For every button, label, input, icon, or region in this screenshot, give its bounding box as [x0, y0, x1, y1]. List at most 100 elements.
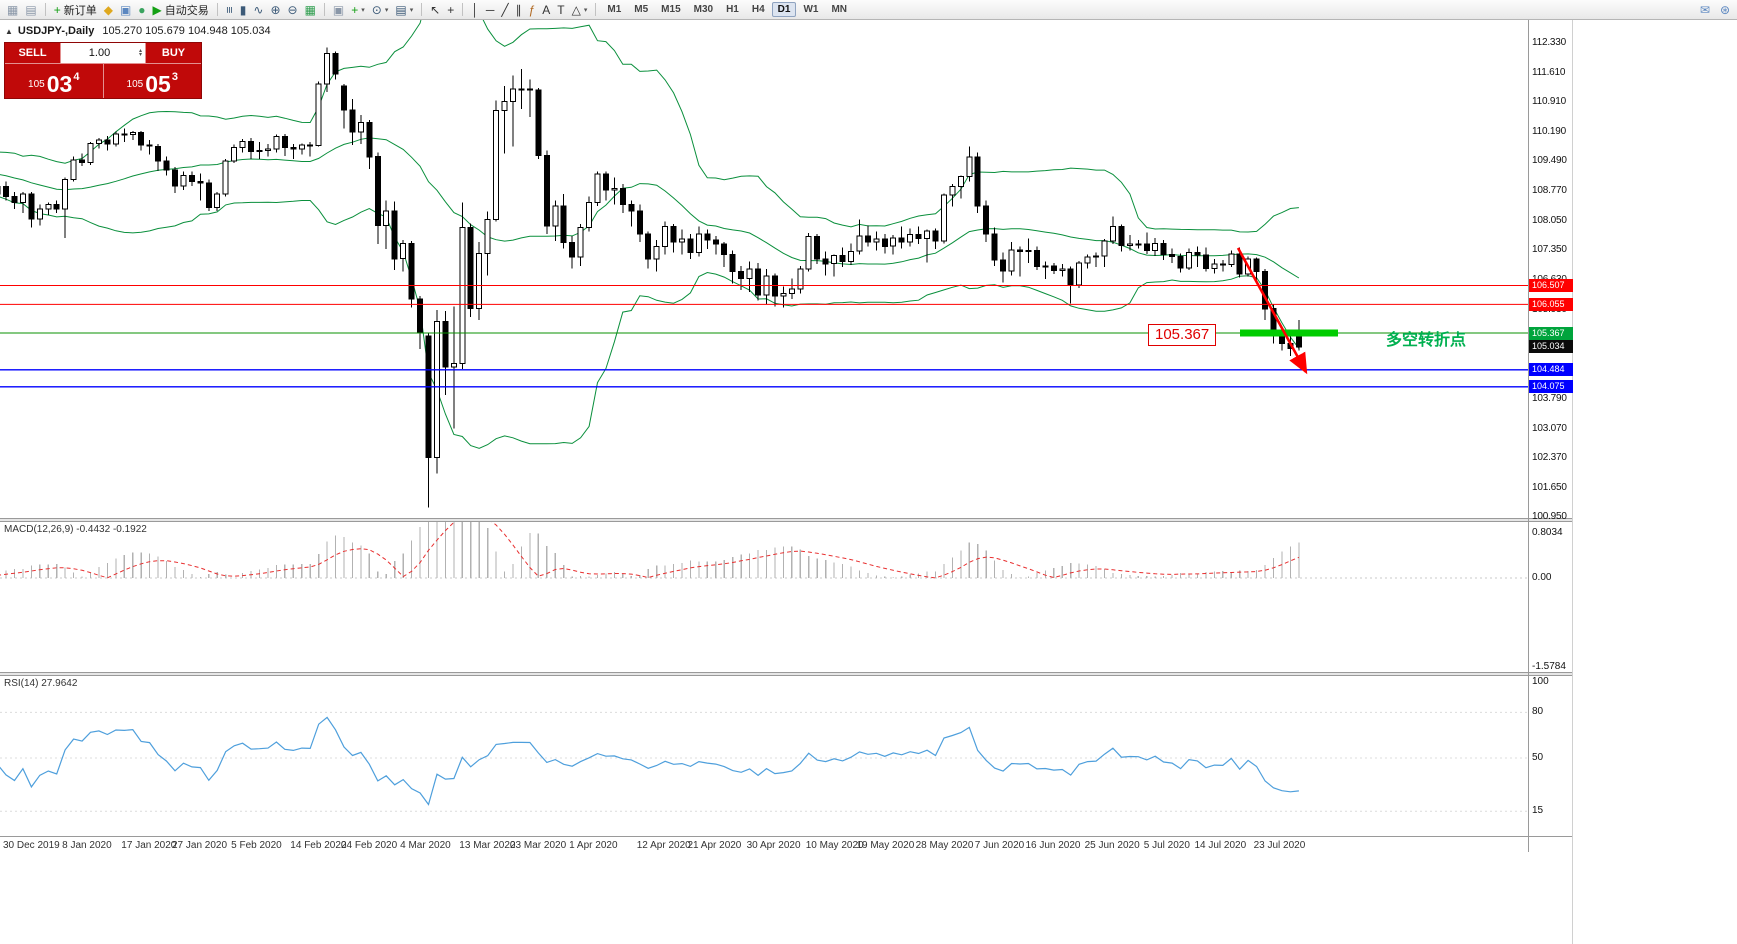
level-price-tag: 105.367: [1529, 326, 1573, 340]
ohlc-bars-icon[interactable]: ≡: [222, 1, 236, 19]
autotrading-button[interactable]: ▶ 自动交易: [150, 1, 212, 19]
date-axis-label: 5 Jul 2020: [1143, 840, 1190, 851]
price-axis-label: 112.330: [1532, 37, 1567, 48]
search-icon-glyph: ⊛: [1719, 2, 1730, 17]
toolbar-separator: [421, 3, 423, 16]
indicators-icon[interactable]: + ▾: [348, 1, 368, 19]
zoom-in-icon-glyph: ⊕: [270, 2, 281, 17]
community-icon-glyph: ✉: [1699, 2, 1710, 17]
price-axis-label: 111.610: [1532, 66, 1566, 78]
bid-main: 03: [46, 71, 73, 97]
buy-header-button[interactable]: BUY: [145, 43, 201, 63]
fibonacci-icon-glyph: ƒ: [528, 2, 536, 17]
trendline-icon-glyph: ╱: [501, 2, 509, 17]
timeframe-w1[interactable]: W1: [803, 4, 819, 15]
rsi-axis-label: 50: [1532, 752, 1544, 763]
templates-icon[interactable]: ▤ ▾: [392, 1, 416, 19]
metaeditor-icon[interactable]: ◆: [101, 1, 116, 19]
price-axis-label: 101.650: [1532, 481, 1567, 493]
level-price-tag: 106.507: [1529, 279, 1573, 293]
periods-icon[interactable]: ⊙ ▾: [369, 1, 392, 19]
timeframe-d1[interactable]: D1: [771, 2, 797, 17]
buy-quote-button[interactable]: 105 05 3: [104, 64, 202, 98]
metaeditor-icon-glyph: ◆: [103, 2, 113, 17]
fibonacci-icon[interactable]: ƒ: [526, 1, 539, 19]
one-click-trading-panel: SELL 1.00 ▴ ▾ BUY 105 03 4 105 05 3: [4, 42, 202, 99]
macd-panel-resize-handle[interactable]: [0, 518, 1572, 522]
chart-title: ▲ USDJPY-,Daily 105.270 105.679 104.948 10…: [5, 25, 271, 37]
price-axis-label: 110.190: [1532, 126, 1567, 138]
volume-input[interactable]: 1.00 ▴ ▾: [61, 43, 145, 63]
search-icon[interactable]: ⊛: [1717, 1, 1733, 19]
trade-panel-toggle-icon[interactable]: ▲: [5, 27, 13, 36]
rsi-panel[interactable]: [0, 711, 1528, 812]
shapes-icon[interactable]: △ ▾: [569, 1, 591, 19]
timeframe-h4[interactable]: H4: [751, 4, 765, 15]
terminal-icon[interactable]: ▣: [117, 1, 134, 19]
date-axis-label: 14 Jul 2020: [1194, 840, 1247, 851]
rsi-indicator-label: RSI(14) 27.9642: [4, 678, 78, 689]
sell-header-button[interactable]: SELL: [5, 43, 61, 63]
timeframe-m15[interactable]: M15: [661, 4, 681, 15]
vertical-line-icon-glyph: │: [471, 2, 479, 17]
toolbar-separator: [595, 3, 597, 16]
charts-icon-glyph: ▦: [7, 2, 19, 17]
strategy-tester-icon[interactable]: ●: [135, 1, 148, 19]
tile-windows-icon[interactable]: ▣: [330, 1, 347, 19]
new-order-button[interactable]: + 新订单: [51, 1, 100, 19]
autotrading-button-label: 自动交易: [164, 4, 209, 17]
channel-icon-glyph: ∥: [515, 2, 522, 17]
cursor-icon[interactable]: ↖: [427, 1, 443, 19]
date-axis-label: 24 Feb 2020: [341, 840, 398, 851]
symbol-name: USDJPY-,Daily: [17, 25, 95, 37]
rsi-panel-resize-handle[interactable]: [0, 672, 1572, 676]
price-axis-label: 100.950: [1532, 511, 1567, 522]
zoom-out-icon[interactable]: ⊖: [285, 1, 301, 19]
date-axis-label: 16 Jun 2020: [1025, 840, 1081, 851]
community-icon[interactable]: ✉: [1697, 1, 1713, 19]
text-label-icon[interactable]: T: [554, 1, 567, 19]
volume-spinner-icon[interactable]: ▴ ▾: [138, 48, 142, 58]
price-axis-label: 103.790: [1532, 392, 1567, 404]
timeframe-mn[interactable]: MN: [831, 4, 848, 15]
charts-icon[interactable]: ▦: [4, 1, 21, 19]
macd-panel[interactable]: [0, 489, 1528, 579]
line-chart-icon[interactable]: ∿: [250, 1, 266, 19]
sell-quote-button[interactable]: 105 03 4: [5, 64, 104, 98]
zoom-in-icon[interactable]: ⊕: [267, 1, 283, 19]
price-callout-box[interactable]: 105.367: [1148, 324, 1217, 346]
timeframe-m5[interactable]: M5: [634, 4, 649, 15]
date-axis-label: 17 Jan 2020: [121, 840, 177, 851]
annotation-text[interactable]: 多空转折点: [1386, 332, 1467, 349]
text-icon[interactable]: A: [539, 1, 553, 19]
level-price-tag: 104.484: [1529, 363, 1573, 377]
channel-icon[interactable]: ∥: [513, 1, 525, 19]
toolbar-separator: [323, 3, 325, 16]
dropdown-caret-icon: ▾: [361, 6, 365, 14]
grid-icon-glyph: ▦: [304, 2, 316, 17]
rsi-axis-label: 15: [1532, 805, 1544, 817]
timeframe-m30[interactable]: M30: [693, 4, 714, 15]
main-price-panel[interactable]: [0, 0, 1528, 508]
macd-indicator-label: MACD(12,26,9) -0.4432 -0.1922: [4, 524, 147, 535]
profiles-icon[interactable]: ▤: [22, 1, 39, 19]
candlesticks-icon[interactable]: ▮: [237, 1, 250, 19]
vertical-line-icon[interactable]: │: [468, 1, 482, 19]
price-axis-label: 108.050: [1532, 215, 1567, 227]
cursor-icon-glyph: ↖: [430, 2, 441, 17]
timeframe-h1[interactable]: H1: [726, 4, 739, 15]
timeframe-m1[interactable]: M1: [607, 4, 622, 15]
text-icon-glyph: A: [542, 2, 551, 17]
line-chart-icon-glyph: ∿: [253, 2, 264, 17]
ohlc-values: 105.270 105.679 104.948 105.034: [102, 25, 271, 37]
shapes-icon-glyph: △: [571, 2, 581, 17]
date-axis-label: 23 Jul 2020: [1253, 840, 1306, 851]
text-label-icon-glyph: T: [557, 2, 565, 17]
indicators-icon-glyph: +: [351, 2, 359, 17]
grid-icon[interactable]: ▦: [302, 1, 319, 19]
trendline-icon[interactable]: ╱: [498, 1, 511, 19]
horizontal-line-icon[interactable]: ─: [483, 1, 498, 19]
crosshair-icon[interactable]: +: [444, 1, 457, 19]
